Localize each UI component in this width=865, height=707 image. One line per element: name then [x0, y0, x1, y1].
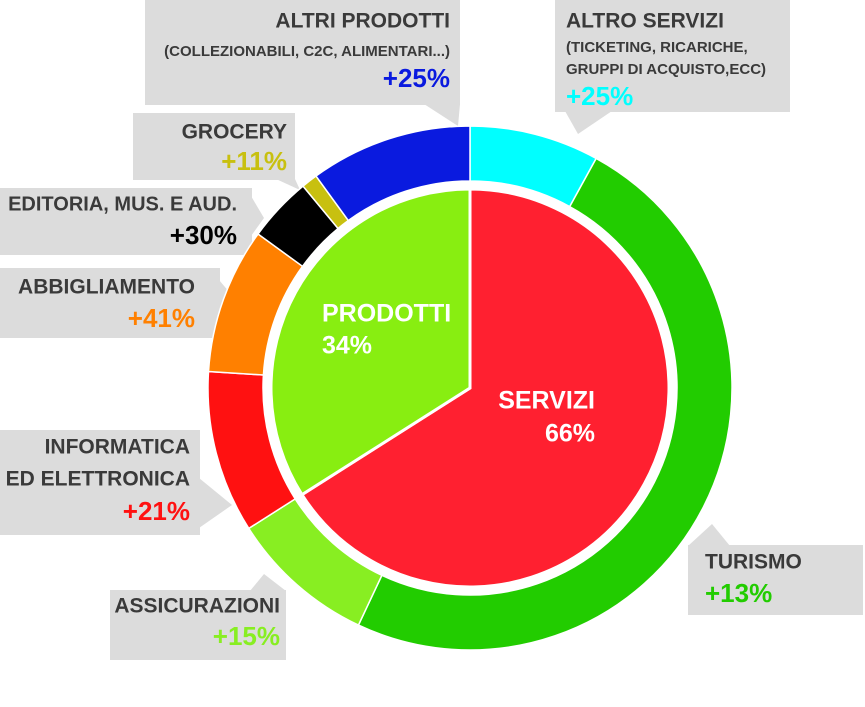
- pie-slice: [299, 187, 671, 589]
- label-box: [0, 268, 220, 338]
- segment-label: TURISMO: [705, 551, 802, 574]
- segment-label: ALTRI PRODOTTI: [275, 10, 450, 33]
- label-box: [145, 0, 460, 105]
- label-box: [110, 590, 286, 660]
- segment-label: (TICKETING, RICARICHE,: [566, 39, 748, 56]
- label-box: [0, 430, 200, 535]
- segment-growth: +13%: [705, 578, 772, 608]
- label-pointer: [276, 179, 300, 190]
- label-pointer: [565, 111, 612, 134]
- segment-growth: +41%: [128, 303, 195, 333]
- slice-label: PRODOTTI: [322, 300, 451, 328]
- segment-label: ABBIGLIAMENTO: [18, 276, 195, 299]
- segment-growth: +25%: [566, 81, 633, 111]
- label-pointer: [424, 104, 460, 126]
- label-box: [0, 188, 252, 255]
- label-pointer: [199, 478, 232, 528]
- segment-growth: +15%: [213, 621, 280, 651]
- label-pointer: [688, 524, 730, 546]
- segment-label: (COLLEZIONABILI, C2C, ALIMENTARI...): [164, 43, 450, 60]
- slice-value: 66%: [545, 420, 595, 448]
- label-pointer: [250, 574, 286, 591]
- slice-label: SERVIZI: [498, 387, 595, 415]
- label-box: [555, 0, 790, 112]
- label-pointer: [251, 196, 264, 236]
- slice-value: 34%: [322, 332, 372, 360]
- segment-growth: +11%: [221, 146, 287, 176]
- segment-label: ED ELETTRONICA: [6, 468, 190, 491]
- segment-growth: +30%: [170, 220, 237, 250]
- pie-slice: [269, 187, 472, 497]
- segment-label: INFORMATICA: [45, 436, 190, 459]
- segment-growth: +25%: [383, 63, 450, 93]
- segment-label: EDITORIA, MUS. E AUD.: [8, 193, 237, 215]
- segment-growth: +21%: [123, 496, 190, 526]
- ring-segment: [314, 125, 471, 222]
- label-box: [133, 113, 295, 180]
- ring-segment: [357, 157, 733, 651]
- segment-label: GRUPPI DI ACQUISTO,ECC): [566, 61, 766, 78]
- segment-label: ALTRO SERVIZI: [566, 10, 724, 33]
- segment-label: GROCERY: [182, 121, 287, 144]
- label-box: [688, 545, 863, 615]
- segment-label: ASSICURAZIONI: [114, 595, 280, 618]
